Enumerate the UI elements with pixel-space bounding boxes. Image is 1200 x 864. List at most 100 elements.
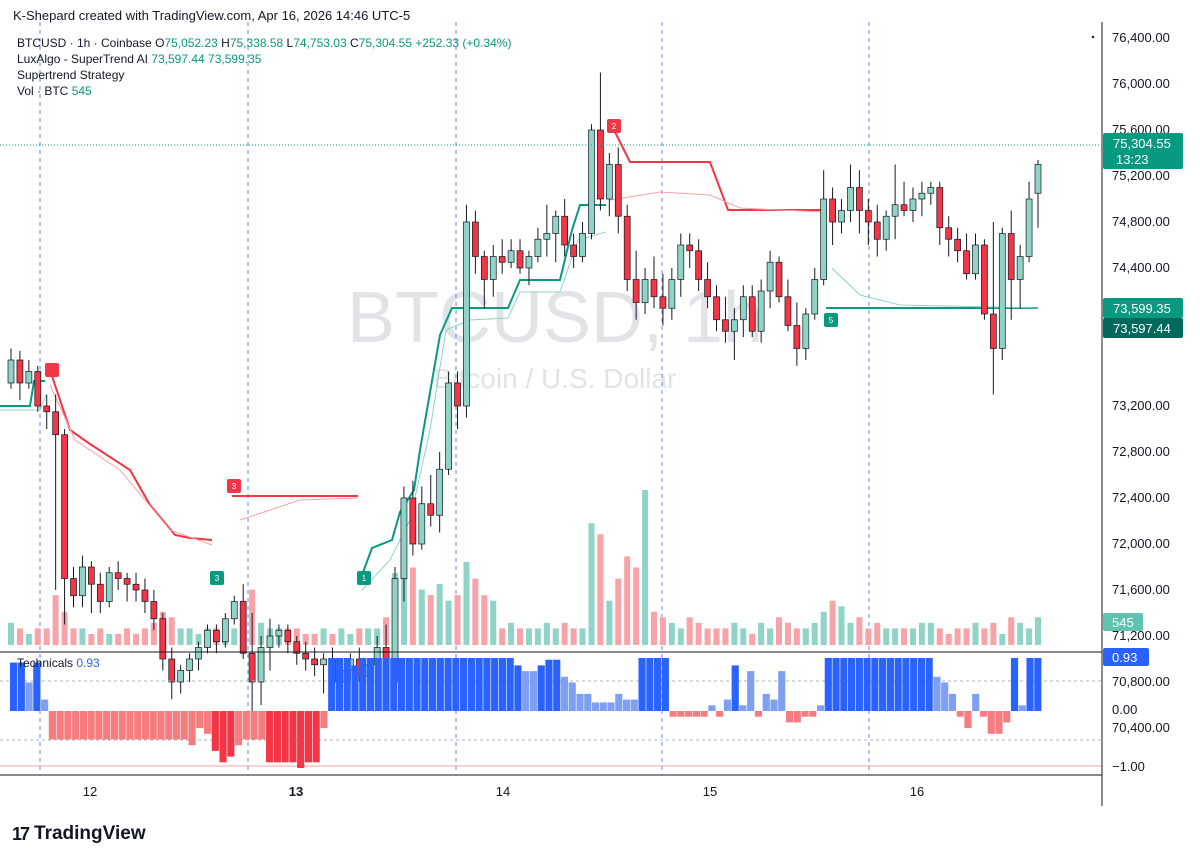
candle[interactable]	[686, 233, 694, 269]
candle[interactable]	[882, 210, 890, 251]
candle[interactable]	[847, 164, 854, 223]
candle[interactable]	[1007, 210, 1015, 320]
legend-symbol[interactable]: BTCUSD · 1h · Coinbase	[17, 36, 152, 50]
candle[interactable]	[981, 239, 988, 320]
candle[interactable]	[293, 636, 301, 665]
candle[interactable]	[766, 250, 774, 309]
candle[interactable]	[945, 216, 953, 257]
candle[interactable]	[43, 394, 51, 430]
candle[interactable]	[507, 239, 515, 268]
candle[interactable]	[141, 578, 149, 614]
candle[interactable]	[34, 365, 42, 412]
candle[interactable]	[516, 239, 524, 274]
legend-indicator-2[interactable]: Supertrend Strategy	[17, 67, 124, 83]
candle[interactable]	[641, 268, 649, 314]
candle[interactable]	[320, 653, 327, 694]
candle[interactable]	[70, 567, 77, 608]
candle[interactable]	[731, 308, 738, 360]
candle[interactable]	[284, 624, 292, 654]
candle[interactable]	[605, 153, 613, 217]
candle[interactable]	[561, 199, 569, 257]
candle[interactable]	[123, 572, 131, 602]
candle[interactable]	[105, 567, 113, 608]
candle[interactable]	[472, 210, 479, 274]
candle[interactable]	[7, 348, 15, 389]
candle[interactable]	[248, 613, 256, 717]
candle[interactable]	[302, 641, 310, 671]
candle[interactable]	[668, 268, 676, 320]
candle[interactable]	[614, 147, 622, 234]
candle[interactable]	[918, 181, 926, 217]
legend-indicator-3[interactable]: Vol · BTC 545	[17, 83, 92, 99]
candle[interactable]	[775, 256, 783, 303]
candle[interactable]	[998, 227, 1006, 360]
candle[interactable]	[534, 227, 542, 263]
candle[interactable]	[96, 572, 104, 613]
candle[interactable]	[900, 181, 908, 217]
candle[interactable]	[266, 618, 274, 671]
candle[interactable]	[722, 296, 729, 343]
time-axis[interactable]: 12 13 14 15 16	[83, 784, 924, 799]
candle[interactable]	[909, 187, 917, 223]
candle[interactable]	[418, 486, 426, 550]
candle[interactable]	[972, 233, 979, 280]
legend-technicals[interactable]: Technicals 0.93	[17, 655, 100, 671]
candle[interactable]	[623, 204, 631, 291]
candle[interactable]	[820, 170, 828, 286]
candle[interactable]	[570, 233, 577, 269]
candles[interactable]	[7, 72, 1042, 717]
candle[interactable]	[579, 222, 586, 263]
candle[interactable]	[25, 360, 33, 389]
candle[interactable]	[445, 371, 452, 476]
candle[interactable]	[677, 233, 685, 297]
candle[interactable]	[784, 279, 792, 332]
candle[interactable]	[936, 181, 944, 245]
candle[interactable]	[168, 647, 176, 700]
candle[interactable]	[588, 124, 595, 240]
candle[interactable]	[891, 164, 899, 240]
candle[interactable]	[195, 641, 202, 671]
candle[interactable]	[632, 250, 640, 320]
candle[interactable]	[204, 624, 211, 654]
candle[interactable]	[525, 250, 533, 286]
candle[interactable]	[177, 664, 185, 694]
candle[interactable]	[704, 262, 711, 309]
candle[interactable]	[650, 256, 658, 309]
candle[interactable]	[739, 285, 747, 337]
candle[interactable]	[856, 170, 863, 234]
candle[interactable]	[1025, 181, 1033, 263]
candle[interactable]	[748, 285, 756, 337]
candle[interactable]	[61, 429, 68, 625]
candle[interactable]	[427, 475, 435, 527]
candle[interactable]	[802, 308, 810, 360]
candle[interactable]	[132, 572, 140, 602]
candle[interactable]	[16, 350, 24, 401]
candle[interactable]	[552, 210, 560, 263]
tradingview-logo[interactable]: 17 TradingView	[12, 823, 146, 845]
candle[interactable]	[257, 636, 265, 705]
candle[interactable]	[954, 227, 961, 263]
candle[interactable]	[757, 279, 765, 343]
legend-indicator-1[interactable]: LuxAlgo - SuperTrend AI 73,597.44 73,599…	[17, 51, 261, 67]
candle[interactable]	[409, 480, 417, 556]
candle[interactable]	[221, 613, 229, 648]
candle[interactable]	[864, 199, 872, 245]
candle[interactable]	[963, 233, 970, 280]
candle[interactable]	[1016, 245, 1024, 309]
candle[interactable]	[873, 204, 881, 257]
candle[interactable]	[463, 204, 470, 418]
candle[interactable]	[695, 239, 702, 291]
candle[interactable]	[597, 72, 604, 211]
candle[interactable]	[829, 187, 836, 246]
candle[interactable]	[1034, 159, 1042, 228]
candle[interactable]	[489, 245, 497, 297]
candle[interactable]	[52, 394, 60, 591]
candle[interactable]	[793, 302, 801, 366]
candle[interactable]	[498, 239, 506, 274]
candle[interactable]	[989, 222, 997, 395]
candle[interactable]	[275, 624, 283, 648]
candle[interactable]	[659, 273, 667, 326]
candle[interactable]	[436, 452, 444, 533]
candle[interactable]	[114, 561, 122, 590]
